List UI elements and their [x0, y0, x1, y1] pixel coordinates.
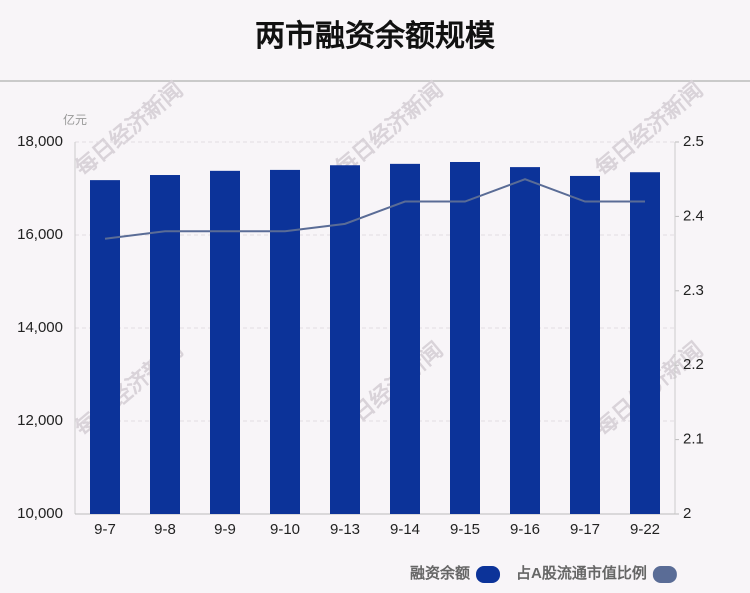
- unit-label: 亿元: [63, 112, 87, 127]
- y2-tick-label: 2.5: [683, 133, 704, 150]
- x-tick-label: 9-9: [214, 521, 236, 538]
- y2-tick-label: 2: [683, 505, 691, 522]
- legend-swatch: [652, 566, 677, 583]
- y-tick-label: 18,000: [17, 133, 63, 150]
- y-tick-label: 16,000: [17, 226, 63, 243]
- x-tick-label: 9-16: [510, 521, 540, 538]
- legend-label: 融资余额: [410, 564, 470, 582]
- bar: [330, 165, 360, 514]
- x-tick-label: 9-17: [570, 521, 600, 538]
- chart-title: 两市融资余额规模: [255, 19, 495, 53]
- x-tick-label: 9-15: [450, 521, 480, 538]
- bar: [210, 170, 240, 514]
- x-tick-label: 9-13: [330, 521, 360, 538]
- x-tick-label: 9-7: [94, 521, 116, 538]
- y2-tick-label: 2.2: [683, 356, 704, 373]
- legend-label: 占A股流通市值比例: [516, 564, 647, 582]
- bar: [270, 169, 300, 514]
- bar: [390, 163, 420, 515]
- y2-tick-label: 2.3: [683, 282, 704, 299]
- watermark: 每日经济新闻: [70, 77, 188, 182]
- bar: [630, 172, 660, 514]
- bar: [570, 175, 600, 514]
- legend-swatch: [476, 566, 501, 583]
- y-tick-label: 12,000: [17, 412, 63, 429]
- bar: [450, 161, 480, 514]
- x-tick-label: 9-10: [270, 521, 300, 538]
- y-tick-label: 14,000: [17, 319, 63, 336]
- y-tick-label: 10,000: [17, 505, 63, 522]
- line: [104, 178, 645, 240]
- x-tick-label: 9-22: [630, 521, 660, 538]
- bar: [510, 167, 540, 515]
- y2-tick-label: 2.1: [683, 431, 704, 448]
- x-tick-label: 9-8: [154, 521, 176, 538]
- watermark: 每日经济新闻: [590, 77, 708, 182]
- y2-tick-label: 2.4: [683, 207, 704, 224]
- bar: [150, 175, 180, 514]
- x-tick-label: 9-14: [390, 521, 420, 538]
- bar: [90, 180, 120, 514]
